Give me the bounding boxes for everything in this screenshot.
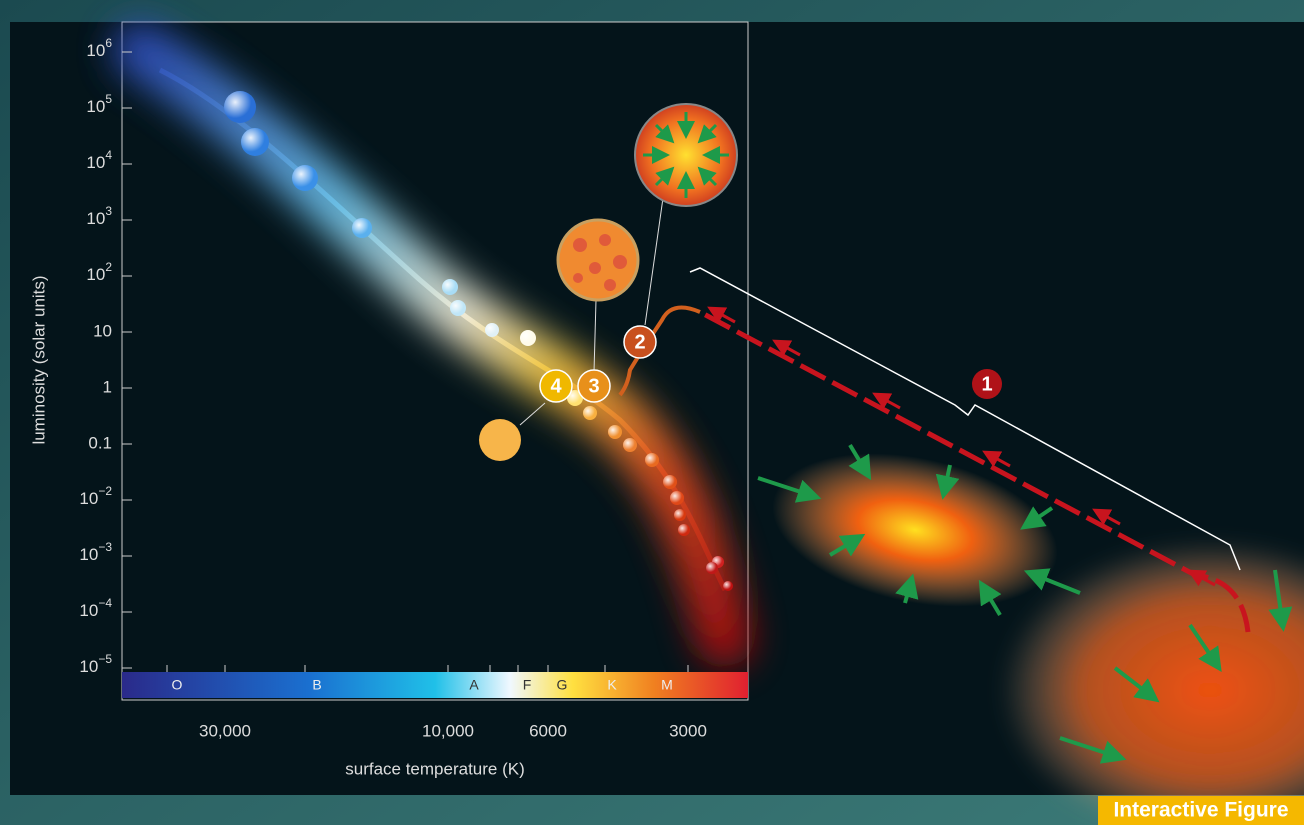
leader — [519, 402, 546, 426]
spectral-class: G — [557, 677, 568, 693]
y-tick-label: 104 — [86, 148, 112, 172]
chart-frame — [121, 21, 749, 701]
step-label: 3 — [588, 375, 599, 397]
star-highlight — [608, 425, 622, 439]
y-tick-label: 10−3 — [79, 540, 112, 564]
y-tick-label: 10−4 — [79, 596, 112, 620]
tick-base: 10 — [86, 41, 105, 60]
step-label: 1 — [981, 373, 992, 395]
spectral-class: K — [607, 677, 617, 693]
tick-exponent: −2 — [98, 484, 112, 498]
tick-base: 10 — [79, 489, 98, 508]
spectral-class: F — [523, 677, 532, 693]
tick-base: 10 — [79, 601, 98, 620]
stars — [224, 91, 733, 591]
y-axis-title: luminosity (solar units) — [29, 275, 48, 444]
star-spots — [573, 234, 627, 291]
tick-base: 10 — [86, 209, 105, 228]
collapsing-cloud — [772, 453, 1058, 607]
tick-exponent: 5 — [105, 92, 112, 106]
bracket — [689, 267, 1241, 571]
track-arrows — [707, 306, 1216, 587]
y-tick-label: 106 — [86, 36, 112, 60]
step-circle — [539, 369, 573, 403]
star-highlight — [623, 438, 637, 452]
y-tick-label: 103 — [86, 204, 112, 228]
spectral-bar — [122, 672, 748, 698]
step-circle — [623, 325, 657, 359]
x-axis-title: surface temperature (K) — [345, 759, 525, 778]
leader — [593, 299, 597, 373]
y-tick-label: 0.1 — [88, 433, 112, 452]
spectral-class: A — [469, 677, 479, 693]
badge[interactable]: Interactive Figure — [1113, 799, 1288, 822]
star-highlight — [520, 330, 536, 346]
star-highlight — [583, 406, 597, 420]
x-tick-label: 3000 — [669, 721, 707, 740]
tick-exponent: −3 — [98, 540, 112, 554]
star-highlight — [678, 524, 690, 536]
step-markers: 1 2 3 4 — [539, 325, 1002, 403]
star-highlight — [352, 218, 372, 238]
star-highlight — [663, 475, 677, 489]
y-tick-label: 10−5 — [79, 652, 112, 676]
tick-labels: 1061051041031021010.110−210−310−410−530,… — [79, 36, 707, 740]
star-highlight — [706, 562, 718, 574]
tick-exponent: 4 — [105, 148, 112, 162]
y-tick-label: 10 — [93, 321, 112, 340]
star-highlight — [723, 581, 733, 591]
sun-like-star — [479, 419, 521, 461]
spectral-class: O — [172, 677, 183, 693]
star-highlight — [292, 165, 318, 191]
tick-exponent: 2 — [105, 260, 112, 274]
contraction-arrows — [757, 443, 1293, 764]
y-tick-label: 10−2 — [79, 484, 112, 508]
star-highlight — [450, 300, 466, 316]
star-highlight — [645, 453, 659, 467]
y-tick-label: 102 — [86, 260, 112, 284]
star-highlight — [241, 128, 269, 156]
tick-base: 10 — [79, 545, 98, 564]
star-highlight — [442, 279, 458, 295]
star-highlight — [224, 91, 256, 123]
x-tick-marks — [166, 665, 689, 672]
leader — [644, 197, 664, 326]
star-highlight — [485, 323, 499, 337]
tick-exponent: 6 — [105, 36, 112, 50]
tick-base: 10 — [86, 97, 105, 116]
x-tick-label: 6000 — [529, 721, 567, 740]
tick-exponent: −5 — [98, 652, 112, 666]
star-highlight — [674, 509, 686, 521]
step-label: 2 — [634, 331, 645, 353]
tick-base: 10 — [79, 657, 98, 676]
y-tick-label: 105 — [86, 92, 112, 116]
star-highlight — [567, 390, 583, 406]
tick-base: 10 — [86, 265, 105, 284]
protostar-arrows — [643, 112, 729, 198]
star-highlight — [670, 491, 684, 505]
y-tick-label: 1 — [103, 377, 112, 396]
spectral-class: M — [661, 677, 673, 693]
tick-exponent: −4 — [98, 596, 112, 610]
badge-bg — [1098, 796, 1304, 825]
tick-exponent: 3 — [105, 204, 112, 218]
x-tick-label: 30,000 — [199, 721, 251, 740]
tick-base: 10 — [86, 153, 105, 172]
spectral-class: B — [312, 677, 321, 693]
step-circle — [972, 369, 1002, 399]
x-tick-label: 10,000 — [422, 721, 474, 740]
step-circle — [577, 369, 611, 403]
step-label: 4 — [550, 375, 562, 397]
